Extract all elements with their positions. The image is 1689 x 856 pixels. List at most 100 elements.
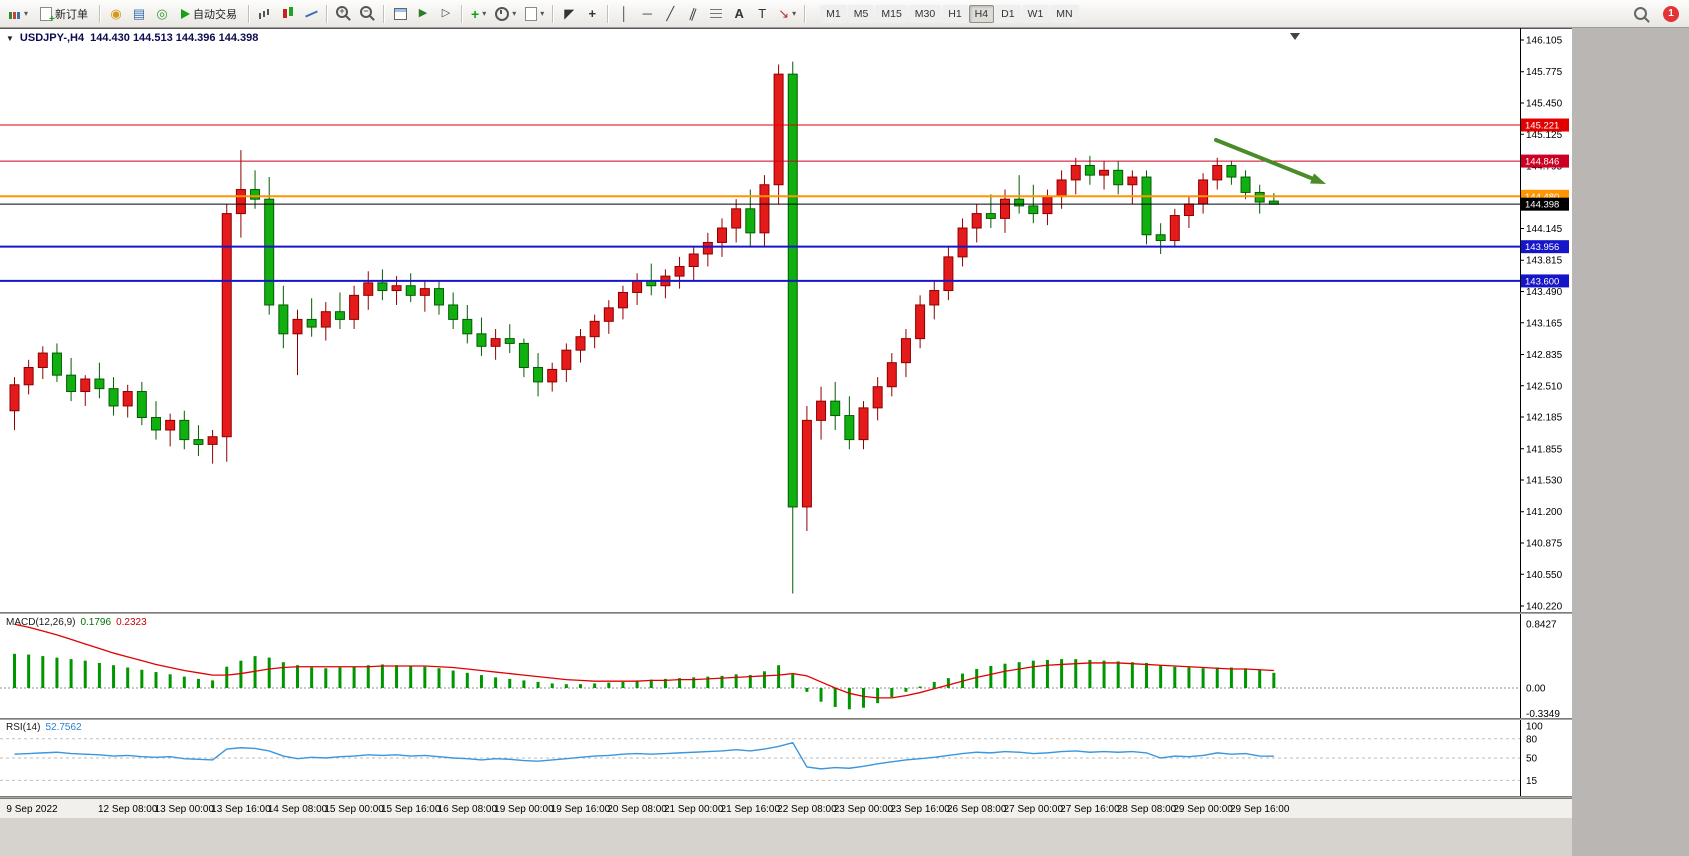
- macd-bar: [55, 657, 59, 688]
- timeframe-group: M1 M5 M15 M30 H1 H4 D1 W1 MN: [820, 4, 1079, 23]
- rsi-line: [14, 741, 1274, 770]
- price-chart[interactable]: 146.105145.775145.450145.125144.795144.4…: [0, 28, 1572, 856]
- arrows-button[interactable]: ↘ ▾: [774, 3, 800, 25]
- candle: [1084, 165, 1095, 176]
- cursor-icon: ◤: [564, 6, 575, 21]
- candle: [1155, 234, 1166, 242]
- timeframe-m15[interactable]: M15: [875, 4, 908, 23]
- candle: [589, 320, 600, 338]
- timeframe-m1[interactable]: M1: [820, 4, 847, 23]
- macd-bar: [1201, 668, 1205, 688]
- candlestick-chart-icon: [282, 7, 293, 18]
- tile-windows-icon: [393, 7, 407, 20]
- zoom-out-button[interactable]: −: [356, 3, 379, 25]
- navigator-icon: ◎: [156, 6, 168, 21]
- templates-button[interactable]: ▾: [521, 3, 548, 25]
- macd-bar: [607, 682, 611, 688]
- candle: [1014, 198, 1025, 207]
- arrows-icon: ↘: [778, 6, 790, 21]
- time-axis-label: 23 Sep 16:00: [890, 804, 950, 815]
- candle: [617, 291, 628, 309]
- channel-button[interactable]: ∥: [682, 3, 704, 25]
- time-axis-label: 27 Sep 16:00: [1060, 804, 1120, 815]
- candle: [151, 416, 161, 431]
- cursor-button[interactable]: ◤: [558, 3, 580, 25]
- bar-chart-button[interactable]: [254, 3, 276, 25]
- macd-bar: [579, 684, 582, 688]
- toolbar-separator: [461, 4, 464, 23]
- candle: [985, 213, 996, 219]
- candle: [9, 384, 20, 412]
- candle: [575, 336, 586, 351]
- macd-bar: [1003, 663, 1007, 688]
- candle: [363, 282, 374, 296]
- macd-bar: [536, 681, 540, 688]
- text-label-button[interactable]: T: [751, 3, 773, 25]
- candle: [1127, 176, 1138, 186]
- macd-bar: [635, 680, 639, 688]
- data-window-button[interactable]: ▤: [128, 3, 150, 25]
- timeframe-h1[interactable]: H1: [942, 4, 968, 23]
- auto-trading-button[interactable]: 自动交易: [174, 3, 244, 25]
- rsi-axis-label: 50: [1526, 754, 1538, 765]
- candle: [504, 338, 515, 344]
- chart-shift-button[interactable]: ▷: [435, 3, 457, 25]
- new-order-label: 新订单: [55, 8, 89, 21]
- tile-windows-button[interactable]: [389, 3, 411, 25]
- macd-bar: [847, 688, 851, 710]
- new-order-button[interactable]: 新订单: [33, 3, 95, 25]
- zoom-in-button[interactable]: +: [332, 3, 355, 25]
- candlestick-chart-button[interactable]: [277, 3, 299, 25]
- new-chart-button[interactable]: ▾: [4, 3, 32, 25]
- fibonacci-icon: [710, 8, 723, 19]
- vertical-line-button[interactable]: │: [613, 3, 635, 25]
- line-chart-button[interactable]: [300, 3, 322, 25]
- time-axis-label: 28 Sep 08:00: [1117, 804, 1177, 815]
- price-axis-label: 142.510: [1526, 381, 1563, 392]
- candle: [957, 227, 968, 258]
- trendline-button[interactable]: ╱: [659, 3, 681, 25]
- macd-bar: [1229, 667, 1233, 688]
- navigator-button[interactable]: ◎: [151, 3, 173, 25]
- horizontal-line-button[interactable]: ─: [636, 3, 658, 25]
- candle: [561, 349, 572, 370]
- candle: [23, 366, 34, 386]
- macd-bar: [890, 688, 894, 698]
- price-axis-label: 142.835: [1526, 350, 1563, 361]
- trend-arrow[interactable]: [1214, 138, 1319, 183]
- search-button[interactable]: [1630, 3, 1655, 25]
- market-watch-button[interactable]: ◉: [105, 3, 127, 25]
- macd-bar: [904, 688, 908, 692]
- fibonacci-button[interactable]: [705, 3, 727, 25]
- candle: [391, 285, 402, 292]
- candle: [278, 304, 289, 335]
- price-axis-label: 141.530: [1526, 476, 1563, 487]
- candle: [915, 304, 926, 340]
- text-button[interactable]: A: [728, 3, 750, 25]
- candle: [108, 388, 119, 407]
- periods-button[interactable]: ▾: [491, 3, 520, 25]
- candle: [801, 419, 812, 508]
- timeframe-d1[interactable]: D1: [995, 4, 1021, 23]
- timeframe-m30[interactable]: M30: [908, 4, 942, 23]
- chart-shift-marker[interactable]: [1290, 33, 1300, 40]
- chart-window[interactable]: 146.105145.775145.450145.125144.795144.4…: [0, 28, 1572, 856]
- candle: [632, 280, 643, 293]
- macd-bar: [1088, 659, 1092, 688]
- auto-scroll-button[interactable]: ▶: [412, 3, 434, 25]
- timeframe-w1[interactable]: W1: [1021, 4, 1050, 23]
- timeframe-mn[interactable]: MN: [1050, 4, 1079, 23]
- indicators-button[interactable]: + ▾: [467, 3, 490, 25]
- notification-badge[interactable]: 1: [1663, 5, 1679, 22]
- macd-bar: [762, 671, 766, 688]
- timeframe-h4[interactable]: H4: [968, 4, 995, 23]
- macd-bar: [1130, 662, 1134, 688]
- time-axis-label: 29 Sep 00:00: [1173, 804, 1233, 815]
- price-axis-label: 140.875: [1526, 539, 1563, 550]
- candle: [731, 208, 742, 229]
- price-tag: [1521, 274, 1569, 288]
- timeframe-m5[interactable]: M5: [847, 4, 875, 23]
- trend-arrow-head: [1310, 173, 1326, 184]
- time-axis[interactable]: [0, 798, 1572, 818]
- crosshair-button[interactable]: +: [581, 3, 603, 25]
